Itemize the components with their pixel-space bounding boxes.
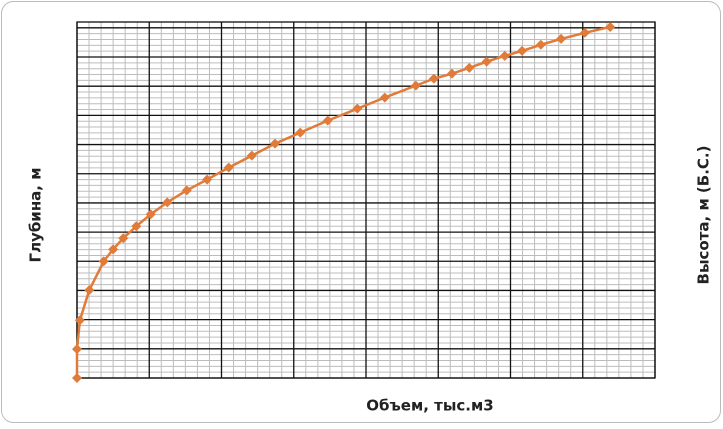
data-point bbox=[579, 27, 590, 38]
data-point bbox=[499, 50, 510, 61]
data-point bbox=[352, 103, 363, 114]
data-point bbox=[605, 21, 616, 32]
data-point bbox=[162, 197, 173, 208]
data-point bbox=[464, 62, 475, 73]
data-point bbox=[72, 373, 82, 383]
data-point bbox=[446, 68, 457, 79]
data-point bbox=[517, 45, 528, 56]
plot-border bbox=[76, 21, 656, 379]
data-point bbox=[118, 233, 129, 244]
plot bbox=[72, 21, 616, 383]
data-point bbox=[295, 127, 306, 138]
data-point bbox=[131, 221, 142, 232]
data-point bbox=[428, 73, 439, 84]
data-point bbox=[202, 174, 213, 185]
data-point bbox=[181, 185, 192, 196]
data-point bbox=[72, 344, 82, 355]
data-point bbox=[481, 56, 492, 67]
data-point bbox=[145, 209, 156, 220]
data-point bbox=[535, 39, 546, 50]
grid bbox=[76, 21, 656, 379]
data-point bbox=[269, 138, 280, 149]
data-point bbox=[108, 244, 119, 255]
data-point bbox=[556, 33, 567, 44]
data-point bbox=[74, 315, 85, 326]
y2-axis-label: Высота, м (Б.С.) bbox=[695, 146, 713, 285]
data-point bbox=[322, 115, 333, 126]
y-axis-label: Глубина, м bbox=[27, 168, 45, 263]
data-point bbox=[98, 256, 109, 267]
x-axis-label: Объем, тыс.м3 bbox=[366, 397, 493, 415]
data-point bbox=[410, 80, 421, 91]
data-point bbox=[246, 150, 257, 161]
data-point bbox=[84, 285, 95, 296]
data-point bbox=[379, 92, 390, 103]
chart-frame bbox=[1, 1, 721, 423]
data-point bbox=[223, 162, 234, 173]
